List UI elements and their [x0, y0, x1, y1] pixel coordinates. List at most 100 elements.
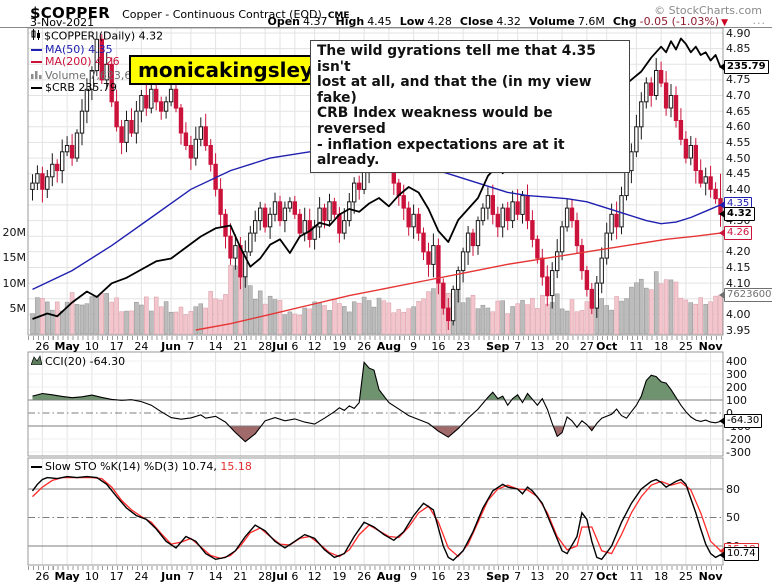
candle	[79, 110, 85, 134]
volume-bar	[584, 301, 590, 335]
candle	[569, 207, 575, 222]
volume-bar	[158, 306, 164, 335]
candle	[282, 207, 288, 222]
volume-bar	[703, 304, 708, 335]
volume-bar	[500, 300, 505, 335]
candle	[228, 235, 233, 259]
x-tick-label: Sep	[486, 570, 510, 583]
candle	[649, 82, 654, 96]
volume-bar	[213, 298, 218, 335]
volume-bar	[153, 296, 159, 335]
candle	[302, 220, 307, 234]
volume-bar	[545, 303, 550, 335]
candle	[520, 195, 525, 215]
volume-bar	[604, 305, 609, 335]
price-tick-label: 4.15	[726, 260, 751, 274]
volume-bar	[297, 314, 303, 335]
candle	[287, 201, 293, 209]
quote-label: Open	[267, 15, 300, 28]
candle	[589, 288, 594, 309]
volume-bar	[515, 303, 520, 335]
volume-bar	[183, 314, 189, 335]
x-tick-label: 26	[35, 340, 50, 353]
candle	[525, 195, 530, 222]
candle	[342, 220, 347, 234]
candle	[134, 110, 139, 134]
header-ellipsis: ...	[752, 14, 766, 27]
volume-bar	[614, 296, 619, 335]
candle	[451, 288, 456, 322]
candle	[490, 195, 496, 215]
volume-bar	[248, 285, 253, 335]
legend-row: Volume 7,623,600	[31, 69, 163, 83]
volume-bar	[173, 311, 179, 335]
candle	[253, 220, 258, 234]
legend-text: 15.18	[220, 460, 252, 473]
volume-bar	[262, 303, 268, 335]
candle	[426, 251, 431, 265]
x-tick-label: 24	[134, 570, 149, 583]
candle	[480, 207, 486, 222]
legend-text: Slow STO %K(14) %D(3) 10.74,	[45, 460, 221, 473]
volume-bars	[30, 264, 723, 335]
legend-row: Slow STO %K(14) %D(3) 10.74, 15.18	[31, 460, 252, 474]
volume-bar	[426, 291, 431, 335]
volume-bar	[396, 309, 402, 335]
volume-bar	[629, 286, 634, 335]
main-legend: $COPPER (Daily) 4.32 MA(50) 4.35 MA(200) 4…	[31, 29, 163, 95]
candle	[208, 145, 213, 165]
chart-date: 3-Nov-2021	[30, 16, 95, 29]
x-tick-label: 7	[187, 570, 195, 583]
volume-bar	[668, 279, 674, 335]
x-tick-label: 10	[84, 570, 99, 583]
quote-value: 4.28	[427, 15, 452, 28]
volume-bar	[337, 303, 342, 335]
x-tick-label: 27	[579, 340, 594, 353]
tag-arrow-icon	[719, 229, 725, 238]
candle	[357, 182, 362, 190]
price-tick-label: 3.95	[726, 323, 751, 337]
panel-border	[27, 457, 724, 566]
candle	[574, 220, 580, 247]
tag-arrow-icon	[719, 210, 725, 219]
candle	[352, 182, 357, 203]
candle	[74, 132, 80, 159]
candle	[173, 88, 179, 109]
volume-bar	[495, 300, 501, 335]
candle	[416, 213, 421, 234]
volume-bar	[663, 279, 669, 335]
volume-bar	[480, 304, 486, 335]
candle	[475, 220, 481, 247]
candle	[545, 276, 550, 297]
legend-text: $COPPER (Daily) 4.32	[44, 29, 164, 43]
volume-bar	[84, 303, 90, 335]
candle	[297, 213, 303, 234]
axis-tag: 10.74	[719, 547, 759, 562]
cci-tick-label: 400	[726, 354, 747, 368]
x-tick-label: 10	[84, 340, 99, 353]
volume-bar	[287, 311, 293, 335]
cci-legend: CCI(20) -64.30	[30, 355, 125, 369]
volume-bar	[252, 298, 258, 335]
x-tick-label: 28	[258, 570, 273, 583]
price-tick-label: 4.50	[726, 151, 751, 165]
candle	[69, 145, 75, 159]
volume-tick-label: 15M	[2, 251, 27, 264]
price-tick-label: 4.20	[726, 245, 751, 259]
volume-bar	[648, 289, 654, 335]
price-tick-label: 4.90	[726, 26, 751, 40]
candle	[248, 232, 253, 253]
volume-bar	[678, 297, 684, 335]
volume-bar	[59, 310, 65, 335]
volume-bar	[564, 310, 570, 335]
candle	[332, 201, 337, 215]
candle	[243, 251, 248, 278]
tick-comb	[28, 566, 723, 570]
candle	[262, 207, 268, 228]
candle	[456, 270, 461, 290]
volume-bar	[208, 291, 213, 335]
candle	[550, 270, 555, 297]
sto-legend: Slow STO %K(14) %D(3) 10.74, 15.18	[31, 460, 252, 474]
volume-bar	[228, 264, 233, 335]
